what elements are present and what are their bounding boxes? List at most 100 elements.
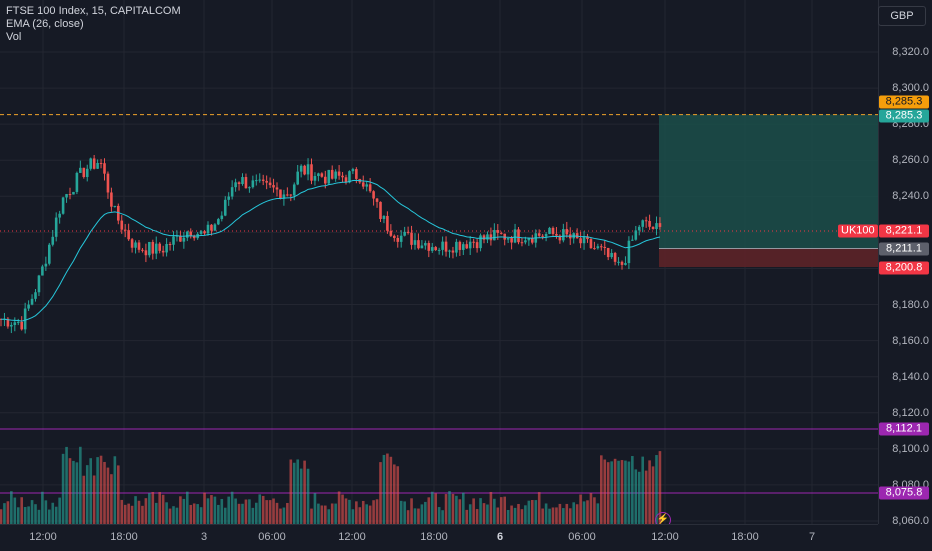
candle-body [120, 220, 124, 230]
volume-bar [192, 503, 196, 524]
volume-bar [68, 458, 72, 524]
candle-body [600, 246, 603, 248]
candle-body [248, 187, 251, 189]
volume-bar [51, 502, 55, 524]
candle-body [537, 233, 541, 236]
volume-bar [110, 474, 113, 524]
candle-body [175, 235, 179, 237]
volume-bar [648, 460, 651, 524]
candle-body [123, 229, 127, 231]
candle-body [337, 171, 341, 176]
volume-bar [182, 498, 186, 524]
volume-bar [375, 499, 379, 524]
volume-bar [555, 507, 558, 524]
candle-body [144, 250, 148, 256]
volume-bar [358, 507, 362, 524]
purple-line-high-tag: 8,112.1 [879, 422, 929, 436]
candle-body [579, 238, 582, 244]
candle-body [624, 263, 627, 265]
time-tick-label: 18:00 [420, 531, 448, 543]
price-axis[interactable]: 8,320.08,300.08,280.08,260.08,240.08,220… [878, 0, 932, 527]
chart-plot-area[interactable]: FTSE 100 Index, 15, CAPITALCOM EMA (26, … [0, 0, 878, 524]
volume-bar [610, 461, 613, 524]
currency-button[interactable]: GBP [878, 6, 926, 26]
volume-bar [506, 509, 510, 524]
candle-body [510, 238, 513, 243]
legend-title[interactable]: FTSE 100 Index, 15, CAPITALCOM [6, 5, 181, 17]
volume-bar [368, 505, 372, 524]
candle-body [651, 226, 655, 229]
volume-bar [475, 509, 479, 524]
candle-body [355, 169, 358, 179]
volume-bar [531, 499, 534, 524]
candle-body [455, 241, 458, 253]
volume-bar [82, 475, 86, 524]
price-chart-svg[interactable] [0, 0, 878, 524]
volume-bar [58, 497, 61, 524]
candle-body [303, 165, 306, 175]
candle-body [586, 236, 589, 240]
ema-line [0, 179, 661, 322]
volume-bar [651, 466, 655, 524]
volume-bar [593, 497, 596, 524]
volume-bar [424, 501, 427, 524]
candle-body [255, 180, 258, 182]
candle-body [475, 242, 479, 249]
candle-body [375, 198, 379, 202]
volume-bar [372, 500, 375, 524]
time-tick-label: 3 [200, 531, 208, 543]
volume-bar [265, 500, 268, 524]
volume-bar [310, 508, 313, 524]
candle-body [527, 238, 531, 241]
volume-bar [154, 502, 158, 524]
candle-body [379, 201, 382, 219]
time-axis[interactable]: 12:00 18:00 3 06:00 12:00 18:00 6 06:00 12:00 18:… [0, 524, 878, 551]
candle-body [27, 304, 30, 309]
volume-bar [313, 493, 317, 524]
volume-bar [344, 498, 348, 524]
volume-bar [103, 461, 106, 524]
price-tick-label: 8,140.0 [892, 370, 929, 383]
legend-volume[interactable]: Vol [6, 31, 22, 43]
candle-body [531, 238, 534, 243]
symbol-tag: UK100 [838, 224, 878, 238]
volume-bar [527, 500, 531, 524]
candle-body [617, 261, 620, 263]
price-tick-label: 8,300.0 [892, 82, 929, 95]
candle-body [351, 169, 355, 172]
volume-bar [386, 453, 389, 524]
candle-body [230, 187, 234, 197]
candle-body [168, 243, 172, 245]
candle-body [10, 324, 13, 327]
candle-body [16, 321, 20, 323]
time-tick-label: 18:00 [731, 531, 759, 543]
candle-body [627, 240, 631, 264]
candle-body [199, 231, 203, 234]
volume-bar [582, 501, 586, 524]
candle-body [261, 179, 265, 181]
lightning-icon[interactable]: ⚡ [655, 512, 671, 524]
target-price-tag: 8,285.3 [879, 95, 929, 109]
candle-body [348, 171, 351, 183]
candle-body [489, 234, 493, 241]
legend-ema[interactable]: EMA (26, close) [6, 18, 84, 30]
candle-body [110, 192, 113, 207]
volume-bar [186, 491, 189, 524]
candle-body [465, 244, 469, 249]
volume-bar [172, 506, 175, 524]
volume-bar [79, 446, 82, 524]
volume-bar [389, 456, 393, 524]
volume-bar [351, 509, 355, 524]
price-tick-label: 8,320.0 [892, 46, 929, 58]
volume-bar [489, 491, 493, 524]
volume-bar [417, 508, 420, 524]
candle-body [462, 244, 465, 250]
candle-body [48, 244, 51, 264]
volume-bar [117, 465, 120, 524]
volume-bar [455, 495, 458, 524]
candle-body [317, 173, 320, 177]
candle-body [172, 236, 175, 245]
time-tick-label: 18:00 [110, 531, 138, 543]
candle-body [234, 182, 237, 188]
volume-bar [420, 504, 424, 524]
